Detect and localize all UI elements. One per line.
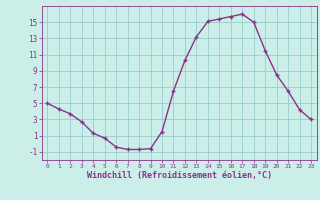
X-axis label: Windchill (Refroidissement éolien,°C): Windchill (Refroidissement éolien,°C) [87,171,272,180]
